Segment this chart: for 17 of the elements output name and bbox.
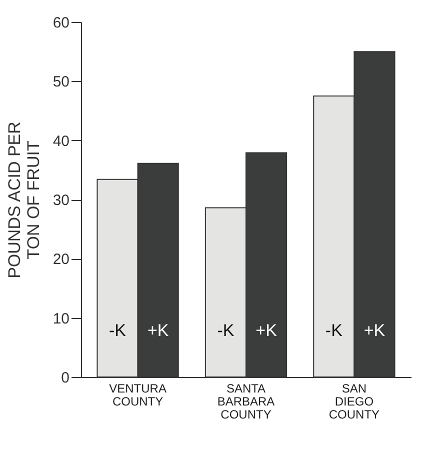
- x-tick-label: SAN DIEGO COUNTY: [328, 382, 380, 422]
- text: -K: [109, 320, 126, 340]
- y-tick-label: 20: [52, 251, 70, 268]
- series-label: +K: [147, 320, 170, 340]
- y-tick-label: 10: [52, 310, 70, 328]
- x-tick-label: VENTURA COUNTY: [109, 382, 166, 408]
- text: +K: [364, 320, 386, 340]
- y-tick-label: 60: [52, 14, 70, 32]
- y-tick-label: 30: [52, 192, 70, 209]
- y-tick-label: 50: [52, 74, 70, 91]
- y-axis-title: POUNDS ACID PER TON OF FRUIT: [4, 122, 43, 278]
- y-tick-label: 0: [61, 370, 70, 386]
- y-tick-label: 40: [52, 132, 70, 150]
- series-label: -K: [325, 320, 344, 340]
- text: -K: [217, 320, 234, 340]
- text: +K: [256, 320, 277, 340]
- x-tick-label: SANTA BARBARA COUNTY: [217, 382, 275, 422]
